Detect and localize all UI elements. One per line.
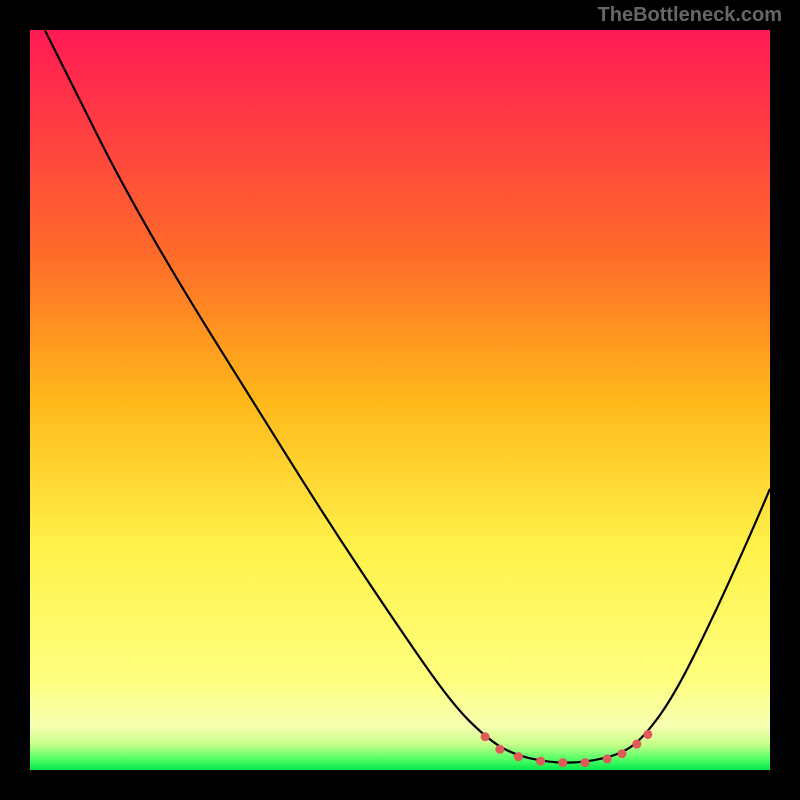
watermark-text: TheBottleneck.com <box>598 4 782 27</box>
optimal-dot <box>603 754 612 763</box>
optimal-dot <box>481 732 490 741</box>
optimal-dot <box>643 730 652 739</box>
optimal-dot <box>618 749 627 758</box>
optimal-dot <box>558 758 567 767</box>
optimal-dot <box>495 745 504 754</box>
optimal-dot <box>514 752 523 761</box>
optimal-dot <box>581 758 590 767</box>
chart-svg <box>30 30 770 770</box>
bottleneck-chart <box>30 30 770 770</box>
gradient-rect <box>30 30 770 770</box>
optimal-dot <box>536 757 545 766</box>
optimal-dot <box>632 740 641 749</box>
